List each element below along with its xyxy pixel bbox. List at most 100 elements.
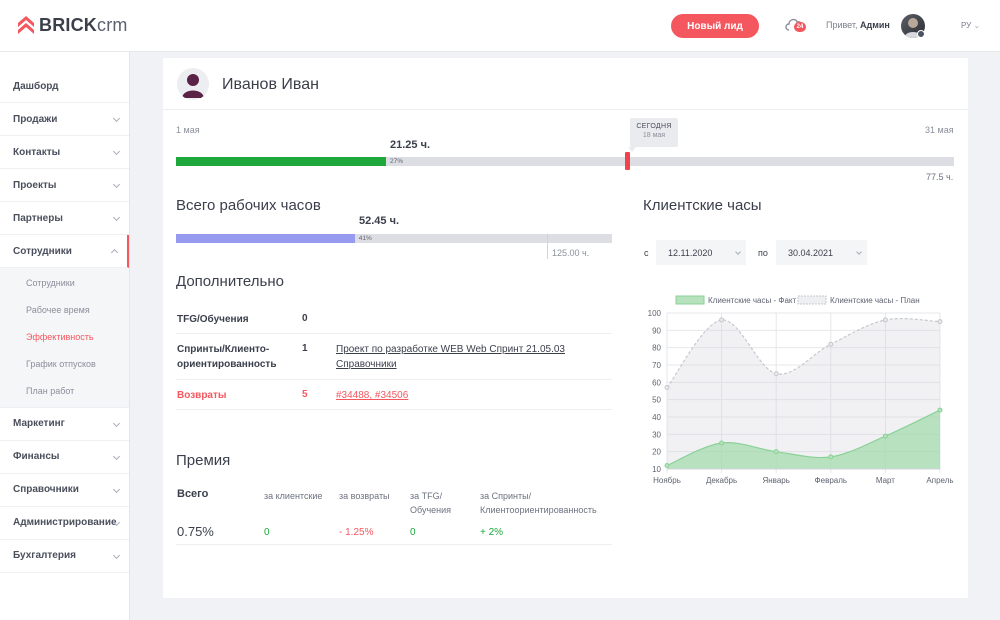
- fact-point: [664, 463, 670, 469]
- premium-head-tfg: за TFG/ Обучения: [410, 491, 452, 515]
- greeting: Привет, Админ: [826, 20, 890, 30]
- plan-point: [828, 341, 834, 347]
- chart-x-tick-label: Ноябрь: [653, 476, 681, 485]
- fact-point: [937, 407, 943, 413]
- date-to-select[interactable]: 30.04.2021: [776, 240, 867, 265]
- legend-plan-swatch: [797, 295, 827, 305]
- profile-header: Иванов Иван: [163, 58, 968, 110]
- date-to-value: 30.04.2021: [788, 247, 834, 258]
- sidebar-item-contacts[interactable]: Контакты: [0, 136, 129, 169]
- fact-point: [882, 433, 888, 439]
- extra-row: Возвраты 5 #34488, #34506: [176, 380, 612, 410]
- chart-y-tick-label: 10: [652, 465, 661, 474]
- sidebar-item-sales[interactable]: Продажи: [0, 103, 129, 136]
- date-from-value: 12.11.2020: [668, 247, 713, 258]
- extra-row: TFG/Обучения 0: [176, 304, 612, 334]
- work-hours-total: 125.00 ч.: [552, 248, 590, 258]
- work-hours-value: 52.45 ч.: [359, 215, 400, 227]
- extra-row: Спринты/Клиенто-ориентированность 1 Прое…: [176, 334, 612, 380]
- chart-y-tick-label: 30: [652, 430, 661, 439]
- new-lead-button[interactable]: Новый лид: [671, 14, 759, 38]
- sidebar-item-label: Справочники: [13, 484, 79, 496]
- sidebar-item-label: Бухгалтерия: [13, 550, 76, 562]
- sidebar-item-accounting[interactable]: Бухгалтерия: [0, 540, 129, 573]
- fact-point: [773, 449, 779, 455]
- plan-area: [667, 318, 940, 469]
- sidebar: Дашборд Продажи Контакты Проекты Партнер…: [0, 52, 130, 620]
- chart-x-tick-label: Апрель: [926, 476, 953, 485]
- chevron-down-icon: [112, 114, 121, 123]
- subnav-item-employees[interactable]: Сотрудники: [26, 278, 75, 289]
- date-from-select[interactable]: 12.11.2020: [656, 240, 746, 265]
- logo[interactable]: BRICKcrm: [17, 14, 128, 36]
- plan-point: [773, 371, 779, 377]
- chevron-down-icon: [112, 485, 121, 494]
- work-hours-divider: [547, 234, 548, 259]
- sidebar-item-projects[interactable]: Проекты: [0, 169, 129, 202]
- sidebar-item-marketing[interactable]: Маркетинг: [0, 408, 129, 441]
- premium-value-tfg: 0: [410, 527, 416, 538]
- sidebar-item-dashboard[interactable]: Дашборд: [0, 70, 129, 103]
- today-date: 18 мая: [642, 132, 666, 139]
- timeline-percent: 27%: [390, 158, 404, 165]
- avatar-status-icon: [917, 30, 925, 38]
- legend-fact-swatch: [675, 295, 705, 305]
- today-tooltip: СЕГОДНЯ 18 мая: [630, 118, 678, 147]
- legend-plan-label: Клиентские часы - План: [830, 296, 920, 305]
- timeline-start: 1 мая: [176, 125, 200, 135]
- premium-head-client: за клиентские: [264, 491, 323, 501]
- sidebar-item-administration[interactable]: Администрирование: [0, 507, 129, 540]
- premium-title: Премия: [176, 452, 231, 469]
- extra-row-label: Спринты/Клиенто-ориентированность: [177, 344, 277, 370]
- subnav-item-work-time[interactable]: Рабочее время: [26, 305, 90, 316]
- extra-row-link[interactable]: Проект по разработке WEB Web Спринт 21.0…: [336, 344, 565, 370]
- subnav-item-vacations[interactable]: График отпусков: [26, 358, 96, 369]
- plan-point: [664, 385, 670, 391]
- premium-total-value: 0.75%: [177, 524, 214, 539]
- extra-row-label: Возвраты: [177, 390, 227, 401]
- premium-head-returns: за возвраты: [339, 491, 390, 501]
- fact-point: [719, 440, 725, 446]
- chart-x-tick-label: Февраль: [815, 476, 848, 485]
- sidebar-item-finance[interactable]: Финансы: [0, 441, 129, 474]
- today-tooltip-arrow: [628, 147, 636, 152]
- plan-point: [719, 317, 725, 323]
- chevron-down-icon: [856, 249, 862, 255]
- user-silhouette-icon: [182, 74, 204, 98]
- language-select[interactable]: РУ ⌄: [961, 21, 980, 30]
- extra-row-count: 5: [302, 389, 308, 400]
- subnav-item-efficiency[interactable]: Эффективность: [26, 331, 94, 342]
- chart-x-tick-label: Декабрь: [706, 476, 737, 485]
- chart-x-tick-label: Январь: [762, 476, 789, 485]
- sidebar-item-label: Администрирование: [13, 517, 117, 529]
- returns-links[interactable]: #34488, #34506: [336, 390, 409, 401]
- fact-point: [828, 454, 834, 460]
- subnav-item-work-plan[interactable]: План работ: [26, 385, 75, 396]
- extra-row-count: 1: [302, 343, 308, 354]
- premium-total-label: Всего: [177, 488, 209, 500]
- top-header: BRICKcrm Новый лид 24 Привет, Админ РУ ⌄: [0, 0, 1000, 52]
- sidebar-item-partners[interactable]: Партнеры: [0, 202, 129, 235]
- today-label: СЕГОДНЯ: [636, 123, 672, 130]
- timeline-end: 31 мая: [925, 125, 954, 135]
- timeline-total: 77.5 ч.: [926, 172, 954, 182]
- sidebar-item-label: Дашборд: [13, 80, 59, 92]
- greeting-text: Привет,: [826, 20, 858, 30]
- today-marker: [625, 152, 631, 170]
- greeting-user: Админ: [860, 20, 890, 30]
- sidebar-item-references[interactable]: Справочники: [0, 474, 129, 507]
- extra-row-count: 0: [302, 313, 308, 324]
- chart-y-tick-label: 90: [652, 326, 661, 335]
- notifications-button[interactable]: 24: [784, 16, 806, 36]
- timeline-value: 21.25 ч.: [390, 139, 431, 151]
- chevron-down-icon: ⌄: [973, 21, 981, 30]
- premium-divider: [176, 544, 612, 545]
- fact-area: [667, 410, 940, 469]
- chevron-down-icon: [112, 551, 121, 560]
- to-label: по: [758, 248, 768, 258]
- chevron-down-icon: [112, 213, 121, 222]
- logo-bold: BRICK: [39, 14, 97, 35]
- premium-value-sprints: + 2%: [480, 527, 504, 538]
- premium-value-client: 0: [264, 527, 270, 538]
- sidebar-item-employees[interactable]: Сотрудники: [0, 235, 129, 268]
